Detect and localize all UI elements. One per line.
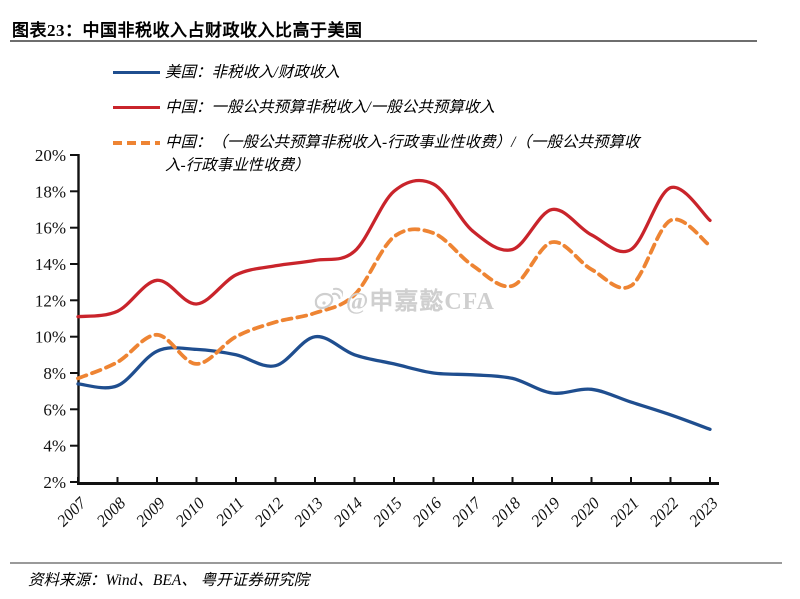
x-tick-label: 2019 <box>527 493 564 530</box>
x-tick-label: 2017 <box>448 493 485 530</box>
chart-svg: 2%4%6%8%10%12%14%16%18%20%2007 2008 2009 20… <box>35 146 722 530</box>
chart-legend: 美国：非税收入/财政收入 中国：一般公共预算非税收入/一般公共预算收入 中国：（… <box>113 61 657 189</box>
x-tick-label: 2010 <box>172 493 209 530</box>
series-line-2 <box>76 217 712 381</box>
legend-item-us: 美国：非税收入/财政收入 <box>113 61 657 84</box>
x-tick-label: 2022 <box>646 493 683 530</box>
y-tick-label: 14% <box>35 255 66 274</box>
figure-title: 图表23：中国非税收入占财政收入比高于美国 <box>12 21 363 40</box>
y-tick-label: 4% <box>43 437 66 456</box>
x-tick-label: 2016 <box>409 493 446 530</box>
y-tick-label: 6% <box>43 400 66 419</box>
legend-item-china: 中国：一般公共预算非税收入/一般公共预算收入 <box>113 96 657 119</box>
x-tick-label: 2011 <box>212 493 248 529</box>
x-tick-label: 2007 <box>53 493 90 530</box>
y-tick-label: 12% <box>35 291 66 310</box>
x-tick-label: 2015 <box>369 493 406 530</box>
x-tick-label: 2023 <box>685 493 722 530</box>
x-tick-label: 2018 <box>488 493 525 530</box>
x-tick-label: 2020 <box>567 493 604 530</box>
y-tick-label: 10% <box>35 328 66 347</box>
y-tick-label: 2% <box>43 473 66 492</box>
y-tick-label: 20% <box>35 146 66 165</box>
legend-label-us: 美国：非税收入/财政收入 <box>165 64 340 81</box>
x-tick-label: 2013 <box>290 493 327 530</box>
china-line-swatch <box>113 106 160 110</box>
china-adjusted-line-swatch <box>113 141 160 145</box>
x-tick-label: 2014 <box>330 493 367 530</box>
footer-divider <box>10 562 782 564</box>
x-tick-label: 2012 <box>251 493 288 530</box>
y-tick-label: 18% <box>35 182 66 201</box>
x-tick-label: 2008 <box>93 493 130 530</box>
x-tick-label: 2021 <box>606 493 643 530</box>
legend-label-china-adjusted: 中国：（一般公共预算非税收入-行政事业性收费）/（一般公共预算收入-行政事业性收… <box>165 134 640 174</box>
title-divider <box>10 40 757 42</box>
y-tick-label: 16% <box>35 219 66 238</box>
legend-item-china-adjusted: 中国：（一般公共预算非税收入-行政事业性收费）/（一般公共预算收入-行政事业性收… <box>113 131 657 177</box>
legend-label-china: 中国：一般公共预算非税收入/一般公共预算收入 <box>165 99 495 116</box>
source-note: 资料来源：Wind、BEA、 粤开证券研究院 <box>28 572 310 589</box>
series-line-1 <box>76 178 712 319</box>
x-tick-label: 2009 <box>132 493 169 530</box>
y-tick-label: 8% <box>43 364 66 383</box>
line-chart-plot: 2% 4% 6% 8% 10% 12% 14% 16% 18% 20% 2007 2008 2009 20… <box>0 140 800 560</box>
us-line-swatch <box>113 71 160 75</box>
series-line-0 <box>76 335 712 431</box>
